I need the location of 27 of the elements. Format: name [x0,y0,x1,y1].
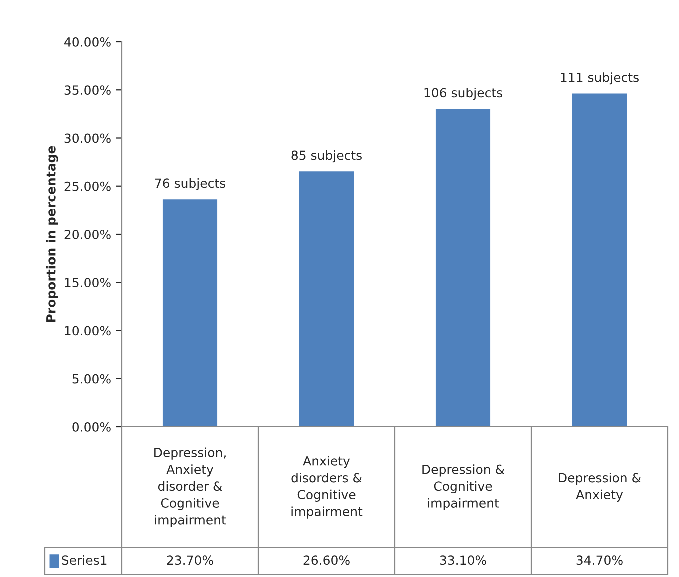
x-tick-label: Depression, Anxiety disorder & Cognitive impairment [154,448,226,528]
bar [298,170,356,427]
annotation: 76 subjects [155,178,226,191]
bar [571,92,628,427]
y-tick-label: 15.00% [65,278,111,288]
data-label: 23.70% [167,556,214,566]
y-tick-label: 40.00% [64,37,111,47]
bar [434,108,492,427]
y-tick-label: 30.00% [64,134,111,144]
x-tick-label: Depression & Cognitive impairment [422,464,505,510]
y-tick-label: 10.00% [65,326,111,336]
y-tick-label: 35.00% [64,86,111,96]
y-tick-label: 5.00% [72,374,111,384]
data-label: 33.10% [440,556,486,566]
bar [162,198,219,427]
y-tick-label: 25.00% [64,182,111,192]
data-label: 26.60% [304,556,350,566]
annotation: 85 subjects [292,150,362,163]
y-tick-label: 20.00% [64,230,111,240]
x-tick-label: Anxiety disorders & Cognitive impairment [292,456,363,519]
annotation: 111 subjects [561,72,639,85]
data-label: 34.70% [576,556,623,566]
annotation: 106 subjects [424,88,502,100]
legend-label: Series1 [62,555,107,566]
y-tick-label: 0.00% [72,422,111,432]
y-axis-title: Proportion in percentage [46,146,58,322]
x-tick-label: Depression & Anxiety [559,473,642,502]
